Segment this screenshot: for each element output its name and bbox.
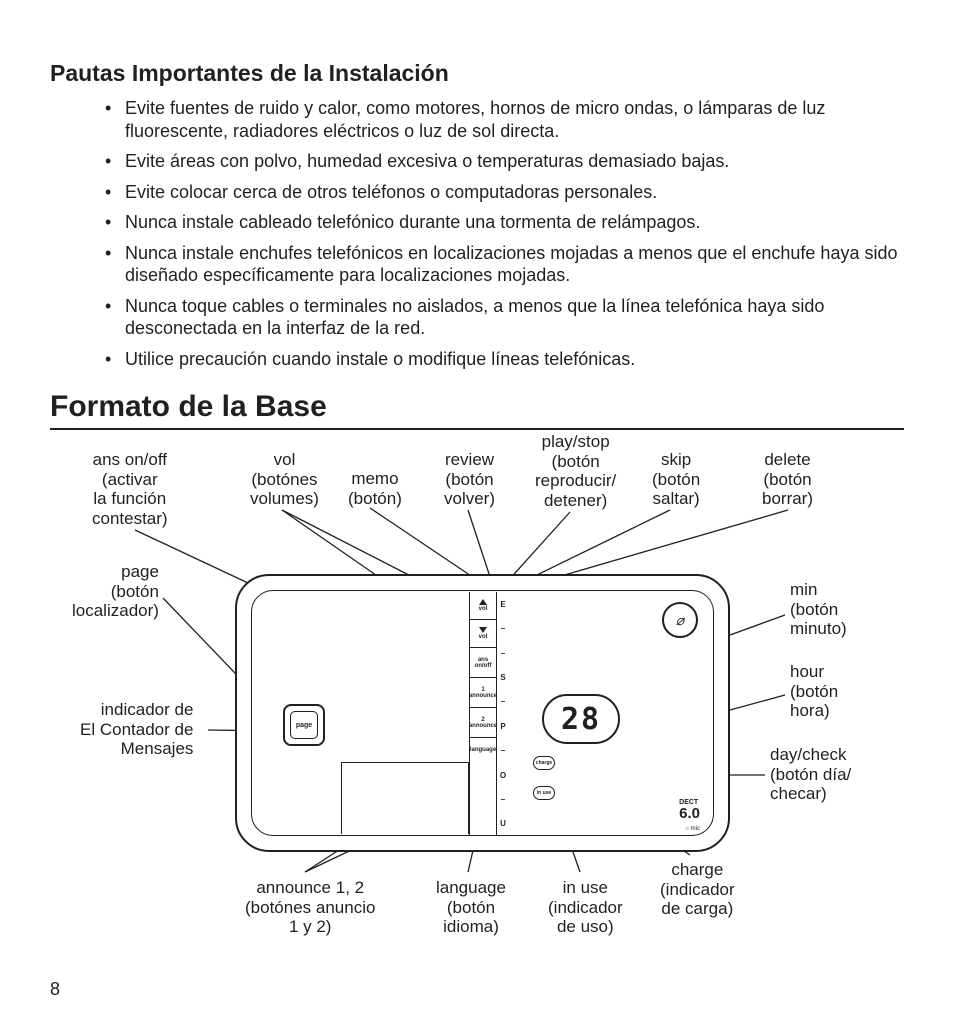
page-button: page: [283, 704, 325, 746]
side-letter: P: [497, 714, 509, 738]
side-letter: –: [497, 690, 509, 714]
announce2-label: 2announce: [470, 708, 496, 738]
side-letter: U: [497, 812, 509, 836]
page-button-label: page: [290, 711, 318, 739]
base-device: page vol vol anson/off 1announce 2announ…: [235, 574, 730, 852]
callout-language: language(botónidioma): [436, 878, 506, 937]
guidelines-list: Evite fuentes de ruido y calor, como mot…: [50, 97, 904, 370]
message-counter-display: 28: [542, 694, 620, 744]
bullet-item: Nunca toque cables o terminales no aisla…: [105, 295, 904, 340]
callout-hour: hour(botónhora): [790, 662, 838, 721]
bullet-item: Evite áreas con polvo, humedad excesiva …: [105, 150, 904, 173]
callout-review: review(botónvolver): [444, 450, 495, 509]
page-number: 8: [50, 979, 60, 1000]
callout-msgcounter: indicador deEl Contador deMensajes: [80, 700, 193, 759]
callout-min: min(botónminuto): [790, 580, 847, 639]
side-letter: E: [497, 592, 509, 616]
mic-label: ○ mic: [685, 826, 700, 832]
dect-label: DECT 6.0: [679, 800, 700, 820]
callout-inuse: in use(indicadorde uso): [548, 878, 623, 937]
language-label: language: [470, 738, 496, 762]
handset-slot: [341, 762, 469, 834]
callout-page: page(botónlocalizador): [72, 562, 159, 621]
vol-up-label: vol: [479, 606, 488, 612]
callout-ans-onoff: ans on/off(activarla funcióncontestar): [92, 450, 168, 528]
dect-big: 6.0: [679, 807, 700, 821]
layout-heading: Formato de la Base: [50, 390, 904, 430]
callout-playstop: play/stop(botónreproducir/detener): [535, 432, 616, 510]
side-letter: O: [497, 763, 509, 787]
base-diagram: ans on/off(activarla funcióncontestar) v…: [50, 440, 904, 970]
announce1-label: 1announce: [470, 678, 496, 708]
bullet-item: Nunca instale cableado telefónico durant…: [105, 211, 904, 234]
callout-memo: memo(botón): [348, 469, 402, 508]
callout-daycheck: day/check(botón día/checar): [770, 745, 851, 804]
callout-skip: skip(botónsaltar): [652, 450, 700, 509]
bullet-item: Utilice precaución cuando instale o modi…: [105, 348, 904, 371]
bullet-item: Evite fuentes de ruido y calor, como mot…: [105, 97, 904, 142]
bullet-item: Nunca instale enchufes telefónicos en lo…: [105, 242, 904, 287]
charge-led: charge: [533, 756, 555, 770]
center-button-column: vol vol anson/off 1announce 2announce la…: [469, 592, 497, 836]
callout-vol: vol(botónesvolumes): [250, 450, 319, 509]
callout-delete: delete(botónborrar): [762, 450, 813, 509]
side-letter: –: [497, 641, 509, 665]
side-letter: –: [497, 738, 509, 762]
bullet-item: Evite colocar cerca de otros teléfonos o…: [105, 181, 904, 204]
callout-announce: announce 1, 2(botónes anuncio1 y 2): [245, 878, 375, 937]
callout-charge: charge(indicadorde carga): [660, 860, 735, 919]
side-letter: –: [497, 787, 509, 811]
vol-down-label: vol: [479, 634, 488, 640]
inuse-led: in use: [533, 786, 555, 800]
side-letter-column: E – – S – P – O – U: [497, 592, 509, 836]
side-letter: –: [497, 616, 509, 640]
side-letter: S: [497, 665, 509, 689]
ans-onoff-label: anson/off: [470, 648, 496, 678]
guidelines-heading: Pautas Importantes de la Instalación: [50, 60, 904, 87]
ge-logo: ⌀: [662, 602, 698, 638]
